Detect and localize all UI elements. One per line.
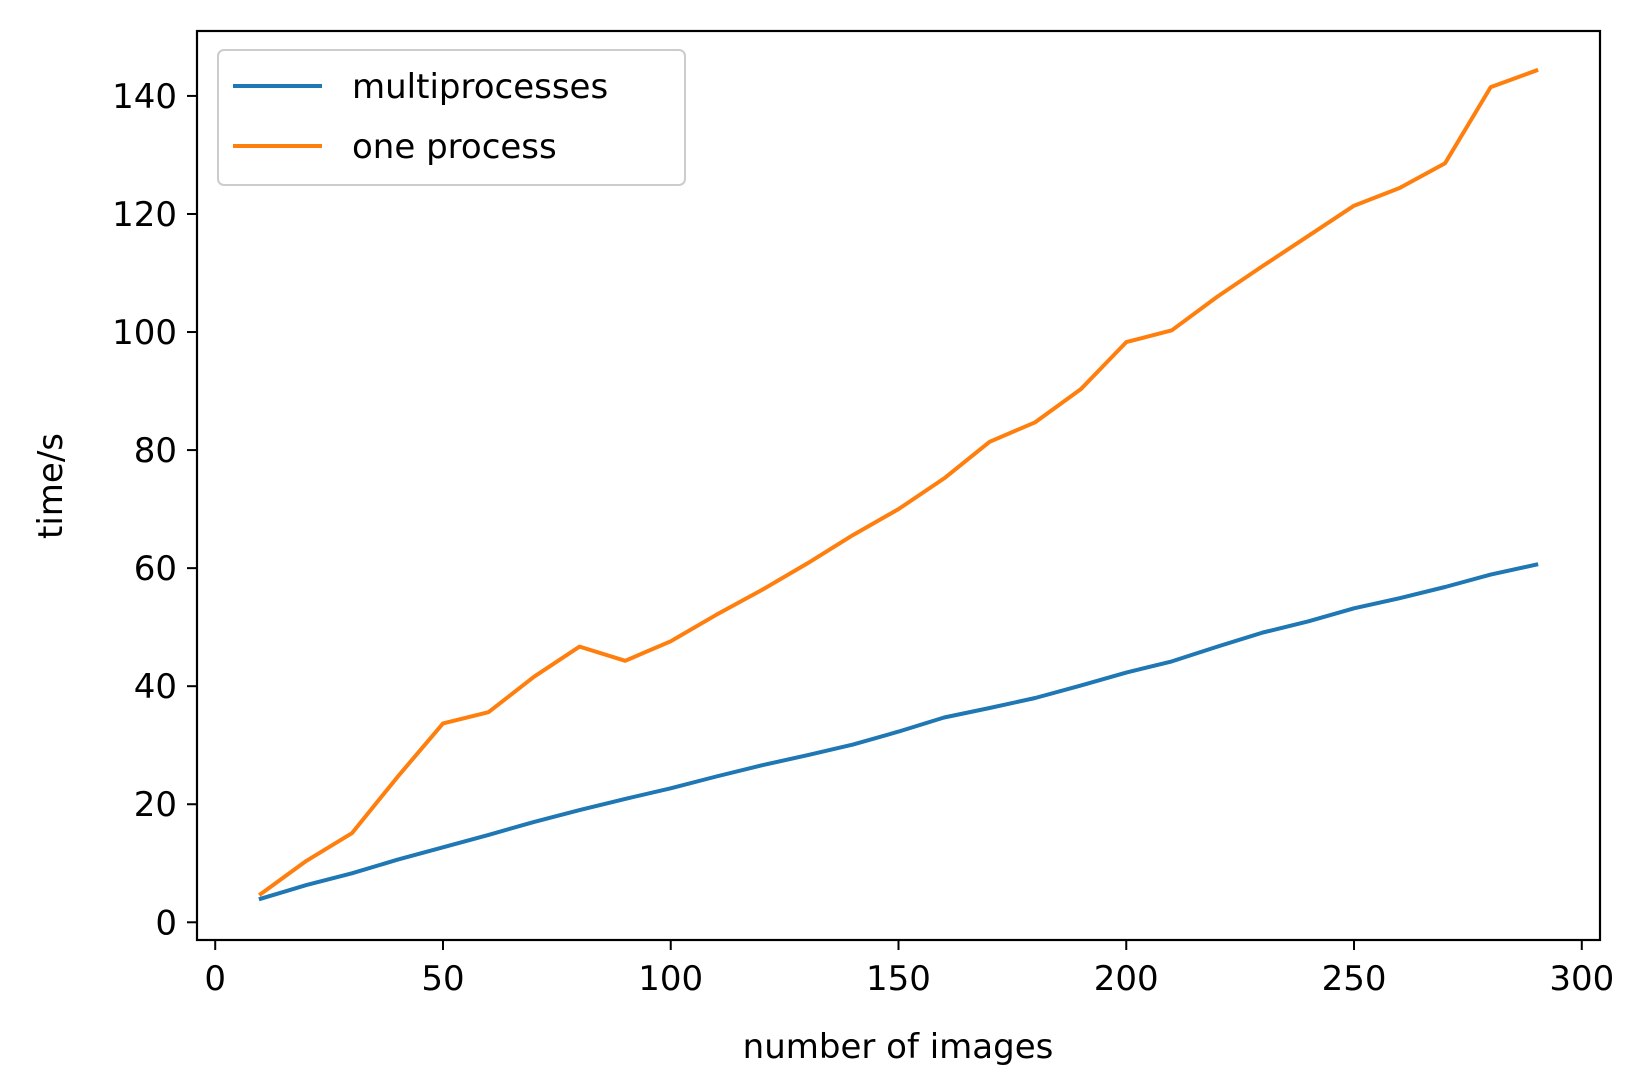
x-tick-label: 50: [421, 959, 464, 999]
y-tick-label: 20: [134, 785, 177, 825]
y-tick-label: 60: [134, 549, 177, 589]
x-tick-label: 150: [866, 959, 931, 999]
x-tick-label: 100: [638, 959, 703, 999]
y-tick-label: 140: [112, 77, 177, 117]
x-tick-label: 250: [1322, 959, 1387, 999]
x-axis-title: number of images: [743, 1027, 1054, 1067]
y-tick-label: 120: [112, 195, 177, 235]
x-tick-label: 200: [1094, 959, 1159, 999]
y-tick-label: 100: [112, 313, 177, 353]
y-axis-ticks: 0 20 40 60 80 100 120 140: [112, 77, 197, 943]
x-tick-label: 300: [1549, 959, 1614, 999]
x-axis-ticks: 0 50 100 150 200 250 300: [204, 940, 1614, 999]
legend: multiprocesses one process: [217, 49, 686, 186]
y-tick-label: 0: [155, 903, 177, 943]
legend-label-one-process: one process: [352, 127, 557, 167]
series-line-one-process: [258, 67, 1539, 897]
series-lines: [258, 67, 1539, 902]
legend-frame: [217, 49, 686, 186]
legend-label-multiprocesses: multiprocesses: [352, 67, 608, 107]
y-tick-label: 80: [134, 431, 177, 471]
series-line-multiprocesses: [258, 562, 1539, 902]
y-tick-label: 40: [134, 667, 177, 707]
x-tick-label: 0: [204, 959, 226, 999]
y-axis-title: time/s: [31, 433, 71, 539]
